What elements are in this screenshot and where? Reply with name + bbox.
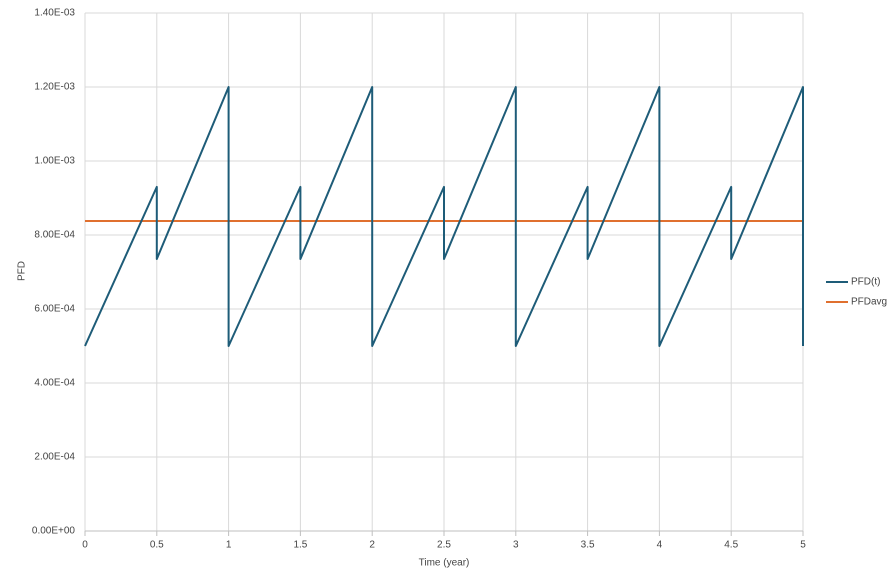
y-tick-label: 1.20E-03 [34,82,75,93]
x-axis-label: Time (year) [419,558,470,569]
y-tick-label: 0.00E+00 [32,526,76,537]
y-axis-label: PFD [17,261,28,281]
x-tick-label: 0 [82,540,88,551]
x-tick-label: 4 [657,540,663,551]
x-tick-label: 2.5 [437,540,451,551]
x-tick-label: 0.5 [150,540,164,551]
legend-label: PFDavg [851,297,887,308]
series-line [84,86,804,347]
x-tick-label: 3.5 [581,540,595,551]
y-tick-label: 1.00E-03 [34,156,75,167]
y-tick-label: 6.00E-04 [34,304,75,315]
x-tick-label: 1 [226,540,232,551]
y-tick-label: 8.00E-04 [34,230,75,241]
legend-label: PFD(t) [851,277,880,288]
x-tick-label: 2 [369,540,375,551]
y-tick-label: 2.00E-04 [34,452,75,463]
y-tick-label: 4.00E-04 [34,378,75,389]
x-tick-label: 5 [800,540,806,551]
x-tick-label: 1.5 [293,540,307,551]
y-tick-label: 1.40E-03 [34,8,75,19]
x-tick-label: 4.5 [724,540,738,551]
x-tick-label: 3 [513,540,519,551]
